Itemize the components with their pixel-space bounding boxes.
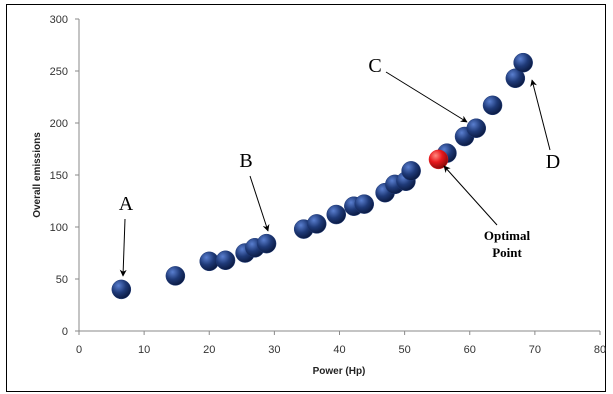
annotations: A B C D Optimal Point — [119, 55, 560, 277]
annotation-d-arrow — [530, 79, 551, 151]
x-tick-label: 30 — [268, 344, 280, 356]
x-tick-label: 80 — [594, 344, 606, 356]
x-tick-label: 50 — [399, 344, 411, 356]
annotation-a-arrow — [119, 218, 127, 277]
annotation-d-label: D — [546, 151, 560, 173]
x-tick-label: 10 — [138, 344, 150, 356]
y-ticks: 0 50 100 150 200 250 300 — [50, 14, 79, 338]
y-tick-label: 200 — [50, 118, 68, 130]
x-tick-label: 40 — [333, 344, 345, 356]
y-tick-label: 50 — [56, 274, 68, 286]
chart-frame — [6, 4, 606, 392]
data-point — [401, 161, 421, 181]
data-point — [513, 52, 533, 73]
y-tick-label: 150 — [50, 170, 68, 182]
data-point — [466, 118, 487, 138]
data-point — [215, 250, 236, 271]
data-point — [165, 266, 186, 286]
annotation-a-label: A — [119, 193, 134, 215]
data-point — [111, 279, 132, 300]
x-tick-label: 70 — [529, 344, 541, 356]
x-tick-label: 0 — [76, 344, 82, 356]
x-tick-label: 60 — [464, 344, 476, 356]
data-point — [256, 233, 277, 254]
annotation-optimal-label-line1: Optimal — [484, 228, 531, 243]
data-point — [306, 214, 327, 234]
data-points — [111, 52, 533, 300]
x-tick-label: 20 — [203, 344, 215, 356]
x-axis-title: Power (Hp) — [313, 366, 366, 377]
y-tick-label: 100 — [50, 222, 68, 234]
annotation-b-label: B — [239, 150, 252, 172]
y-tick-label: 250 — [50, 66, 68, 78]
annotation-optimal-label-line2: Point — [492, 245, 522, 260]
y-tick-label: 0 — [62, 326, 68, 338]
y-axis-title: Overall emissions — [32, 132, 43, 218]
annotation-optimal-arrow — [443, 165, 498, 226]
annotation-c-arrow — [385, 71, 468, 123]
data-point — [354, 194, 374, 214]
annotation-b-arrow — [249, 175, 270, 232]
optimal-point — [428, 149, 449, 170]
data-point — [505, 68, 526, 89]
data-point — [326, 204, 346, 225]
annotation-c-label: C — [368, 55, 381, 77]
x-ticks: 0 10 20 30 40 50 60 70 80 — [76, 331, 606, 356]
data-point — [482, 95, 503, 116]
y-tick-label: 300 — [50, 14, 68, 26]
